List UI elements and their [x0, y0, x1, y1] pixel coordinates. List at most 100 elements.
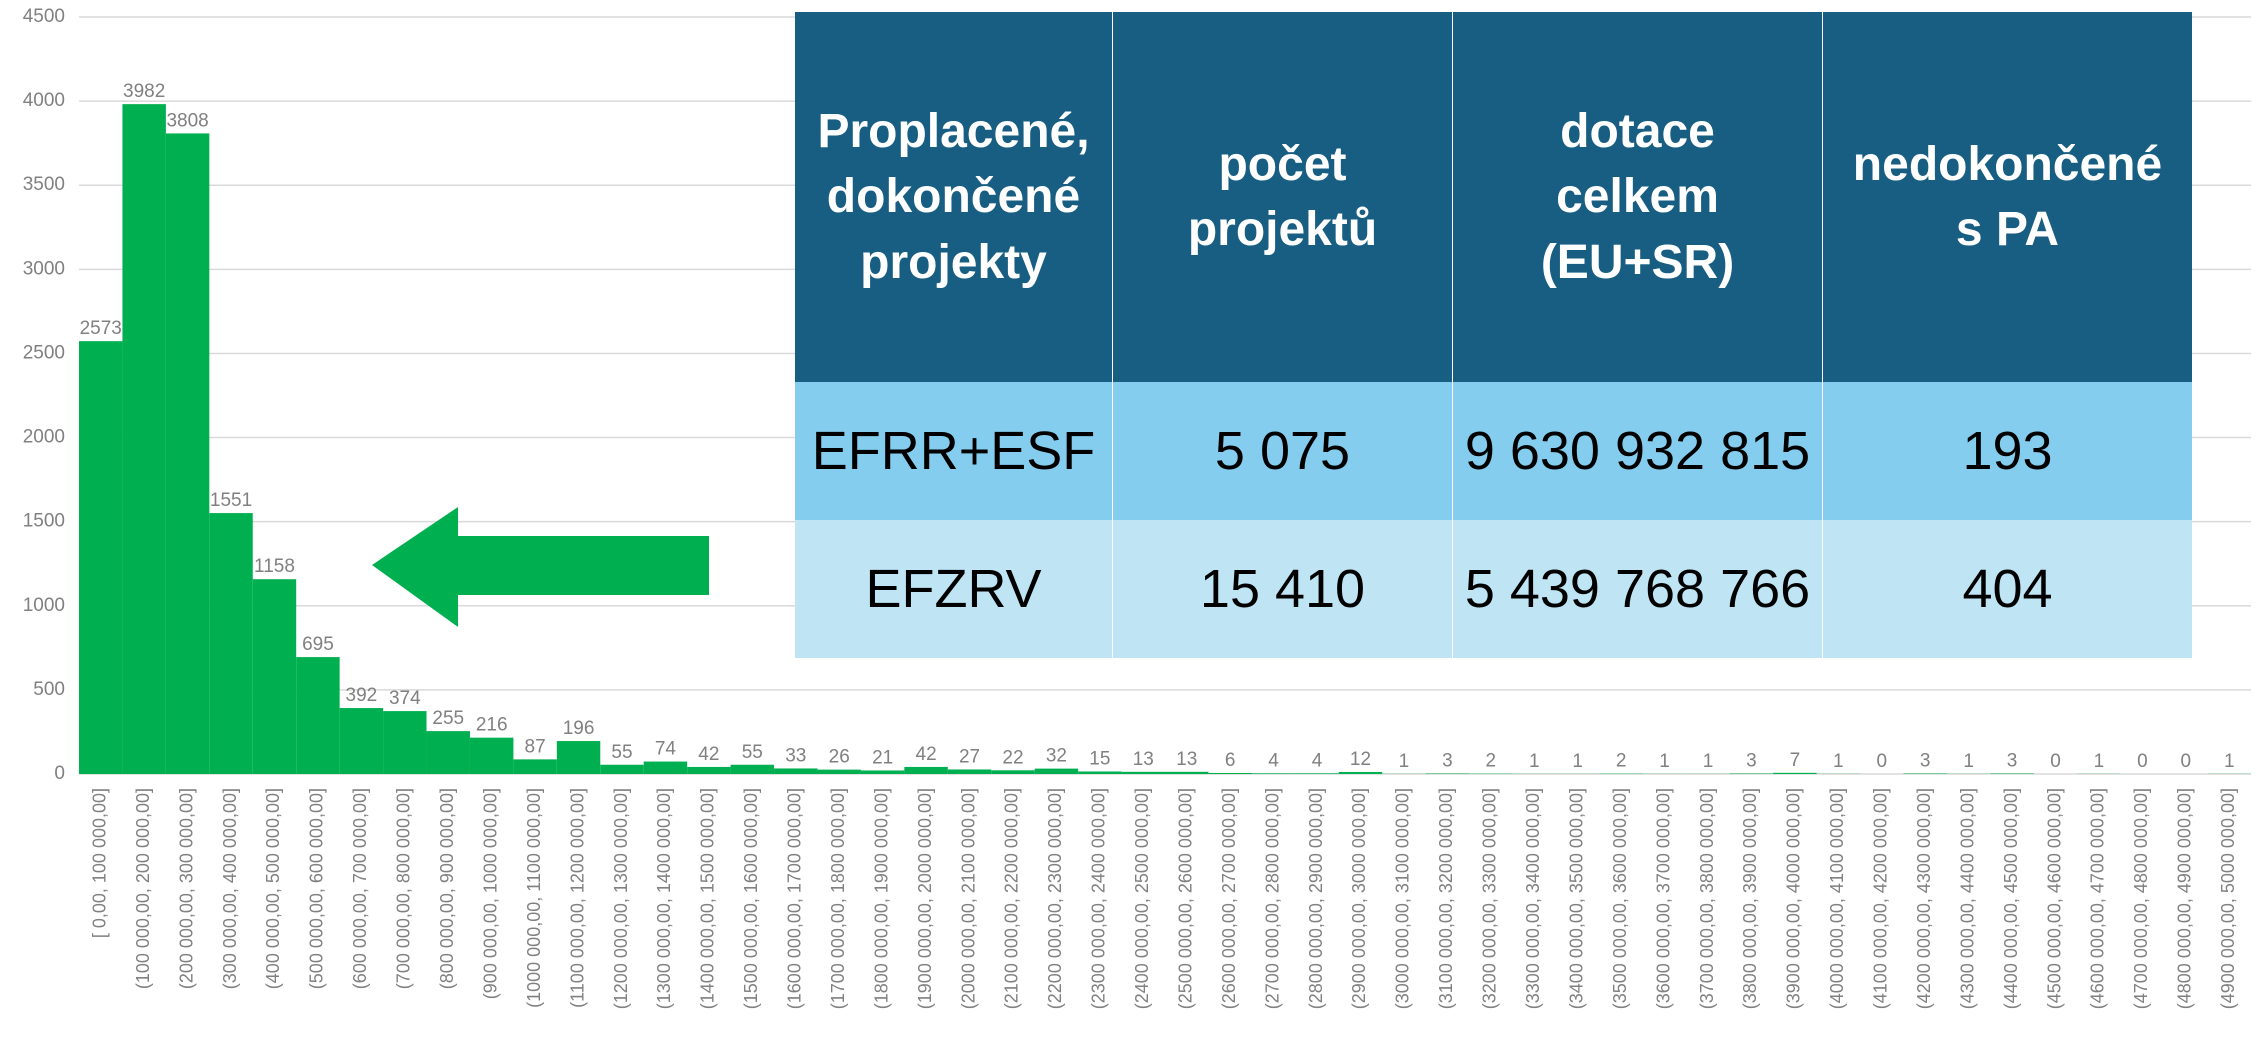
cell: 5 439 768 766: [1452, 520, 1823, 658]
data-label: 15: [1089, 748, 1110, 769]
x-tick-label: (4900 000,00, 5000 000,00]: [2218, 788, 2238, 1009]
header-cell: Proplacené, dokončené projekty: [795, 12, 1113, 382]
bar: [947, 769, 992, 774]
x-tick-label: [ 0,00, 100 000,00]: [89, 788, 109, 938]
bar: [1165, 771, 1209, 774]
data-label: 3: [1442, 751, 1453, 772]
x-tick-label: (3200 000,00, 3300 000,00]: [1480, 788, 1500, 1009]
bar: [165, 133, 210, 774]
data-label: 6: [1225, 750, 1236, 771]
x-tick-label: (900 000,00, 1000 000,00]: [480, 788, 500, 999]
bar: [1338, 771, 1383, 774]
bar: [991, 770, 1035, 774]
x-tick-label: (3300 000,00, 3400 000,00]: [1523, 788, 1543, 1009]
row: EFZRV 15 410 5 439 768 766 404: [795, 520, 2192, 658]
y-tick-label: 500: [33, 679, 65, 700]
x-tick-label: (1700 000,00, 1800 000,00]: [828, 788, 848, 1009]
data-label: 7: [1790, 750, 1801, 771]
bar: [730, 764, 775, 774]
bar: [122, 104, 166, 775]
data-label: 21: [872, 747, 893, 768]
data-label: 55: [742, 742, 763, 763]
data-label: 27: [959, 746, 980, 767]
data-label: 1: [1659, 751, 1670, 772]
row: EFRR+ESF 5 075 9 630 932 815 193: [795, 382, 2192, 520]
data-label: 42: [698, 744, 719, 765]
bar: [687, 766, 731, 774]
y-tick-label: 2000: [23, 427, 65, 448]
cell: EFRR+ESF: [795, 382, 1113, 520]
data-label: 2573: [80, 318, 122, 339]
x-tick-label: (4000 000,00, 4100 000,00]: [1827, 788, 1847, 1009]
bar: [1208, 772, 1252, 774]
data-label: 1: [2094, 751, 2105, 772]
bar: [817, 769, 861, 774]
data-label: 0: [2137, 751, 2148, 772]
x-tick-label: (1500 000,00, 1600 000,00]: [741, 788, 761, 1009]
x-tick-label: (1100 000,00, 1200 000,00]: [567, 788, 587, 1008]
data-label: 196: [563, 718, 595, 739]
bar: [1425, 773, 1470, 774]
x-tick-label: (2500 000,00, 2600 000,00]: [1175, 788, 1195, 1009]
bar: [1034, 768, 1079, 774]
y-tick-label: 3500: [23, 174, 65, 195]
data-label: 255: [432, 708, 464, 729]
data-label: 216: [476, 715, 508, 736]
x-tick-label: (800 000,00, 900 000,00]: [437, 788, 457, 989]
data-label: 1: [1963, 751, 1974, 772]
data-label: 1158: [254, 556, 295, 577]
x-tick-label: (4800 000,00, 4900 000,00]: [2175, 788, 2195, 1009]
cell: 193: [1822, 382, 2192, 520]
x-tick-label: (2900 000,00, 3000 000,00]: [1349, 788, 1369, 1009]
cell: 15 410: [1112, 520, 1453, 658]
x-tick-label: (200 000,00, 300 000,00]: [176, 788, 196, 989]
data-label: 374: [389, 688, 421, 709]
data-label: 1: [1572, 751, 1583, 772]
summary-table: Proplacené, dokončené projekty počet pro…: [795, 12, 2192, 658]
data-label: 42: [916, 744, 937, 765]
data-label: 3: [2007, 751, 2018, 772]
y-tick-label: 4500: [23, 6, 65, 27]
data-label: 22: [1002, 747, 1023, 768]
x-tick-label: (1900 000,00, 2000 000,00]: [915, 788, 935, 1009]
x-tick-label: (4400 000,00, 4500 000,00]: [2001, 788, 2021, 1009]
x-tick-label: (3600 000,00, 3700 000,00]: [1653, 788, 1673, 1009]
x-tick-label: (2300 000,00, 2400 000,00]: [1089, 788, 1109, 1009]
bar: [1251, 773, 1296, 774]
x-tick-label: (700 000,00, 800 000,00]: [394, 788, 414, 989]
bar: [1773, 772, 1817, 774]
bar: [469, 737, 514, 774]
bar: [426, 731, 470, 774]
bar: [296, 657, 340, 774]
x-tick-label: (3100 000,00, 3200 000,00]: [1436, 788, 1456, 1009]
x-tick-label: (300 000,00, 400 000,00]: [220, 788, 240, 989]
x-tick-label: (1600 000,00, 1700 000,00]: [785, 788, 805, 1009]
bar: [860, 770, 905, 774]
y-tick-label: 3000: [23, 258, 65, 279]
x-tick-label: (100 000,00, 200 000,00]: [133, 788, 153, 989]
x-tick-label: (1400 000,00, 1500 000,00]: [698, 788, 718, 1009]
bar: [904, 766, 948, 774]
data-label: 1551: [210, 490, 252, 511]
header-cell: nedokončené s PA: [1822, 12, 2192, 382]
bar: [383, 711, 427, 774]
data-label: 1: [1833, 751, 1844, 772]
bar: [600, 764, 644, 774]
cell: 9 630 932 815: [1452, 382, 1823, 520]
x-tick-label: (1300 000,00, 1400 000,00]: [654, 788, 674, 1009]
bar: [209, 513, 253, 774]
x-tick-label: (4300 000,00, 4400 000,00]: [1957, 788, 1977, 1009]
x-tick-label: (2200 000,00, 2300 000,00]: [1045, 788, 1065, 1009]
bar: [556, 741, 601, 774]
bar: [643, 761, 688, 774]
data-label: 3982: [123, 81, 165, 102]
x-tick-label: (4500 000,00, 4600 000,00]: [2044, 788, 2064, 1009]
bar: [1903, 773, 1947, 774]
bar: [774, 768, 818, 774]
data-label: 12: [1350, 749, 1371, 770]
x-tick-label: (1200 000,00, 1300 000,00]: [611, 788, 631, 1009]
y-tick-label: 2500: [23, 342, 65, 363]
cell: EFZRV: [795, 520, 1113, 658]
